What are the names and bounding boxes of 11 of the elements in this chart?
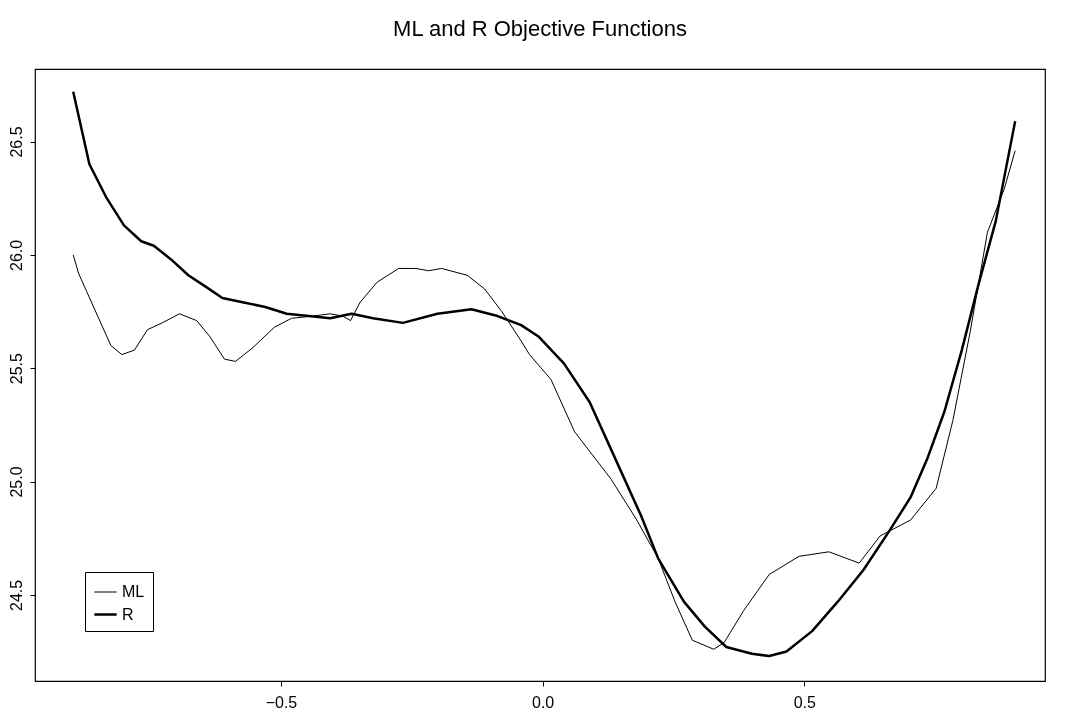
y-tick-label: 26.0 bbox=[7, 239, 25, 271]
x-tick-label: −0.5 bbox=[265, 693, 298, 711]
legend-label: ML bbox=[122, 583, 145, 600]
y-tick-label: 26.5 bbox=[7, 126, 25, 158]
y-tick-label: 24.5 bbox=[7, 579, 25, 611]
legend-label: R bbox=[122, 605, 134, 623]
x-tick-label: 0.5 bbox=[793, 693, 816, 711]
x-tick-label: 0.0 bbox=[531, 693, 555, 711]
y-tick-label: 25.0 bbox=[7, 466, 25, 498]
y-tick-label: 25.5 bbox=[7, 353, 25, 385]
chart-title: ML and R Objective Functions bbox=[393, 16, 687, 41]
